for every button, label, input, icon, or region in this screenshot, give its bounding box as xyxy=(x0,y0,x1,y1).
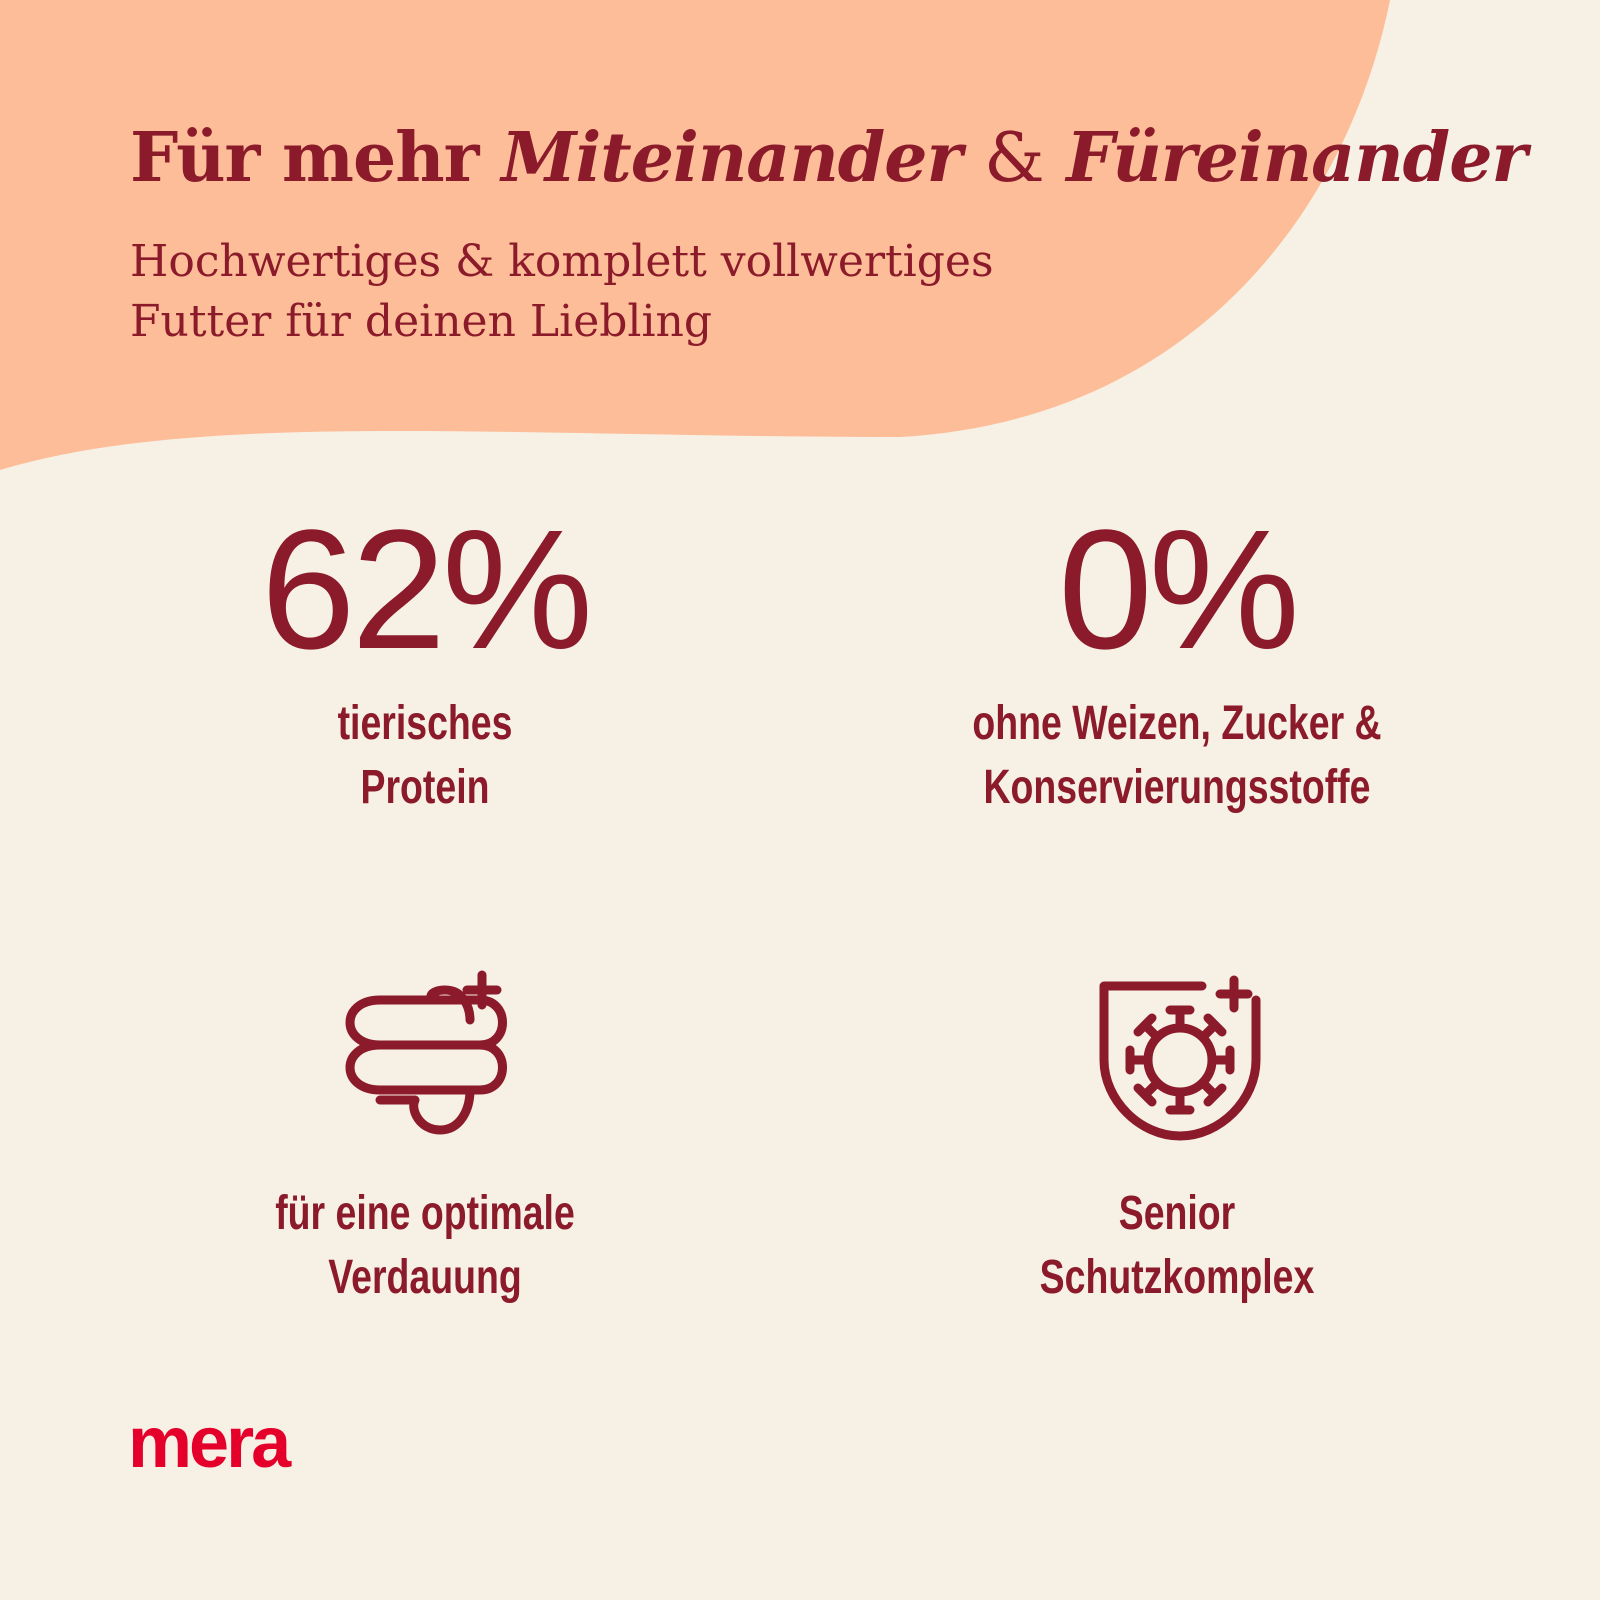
title-plain: Für mehr xyxy=(130,118,480,198)
feature-label: Protein xyxy=(360,761,490,814)
subtitle: Futter für deinen Liebling xyxy=(130,296,713,347)
title-emphasis: Miteinander xyxy=(501,118,962,198)
feature-label: Senior xyxy=(1118,1187,1236,1240)
feature-label: Verdauung xyxy=(328,1251,522,1304)
subtitle: Hochwertiges & komplett vollwertiges xyxy=(130,236,994,287)
feature-label: Konservierungsstoffe xyxy=(983,761,1371,814)
logo: mera xyxy=(128,1403,291,1483)
title-ampersand: & xyxy=(984,119,1045,198)
feature-label: Schutzkomplex xyxy=(1039,1251,1315,1304)
gut-icon xyxy=(345,970,507,1135)
peach-blob xyxy=(0,0,1390,470)
feature-label: ohne Weizen, Zucker & xyxy=(972,697,1382,750)
feature-label: tierisches xyxy=(337,697,513,750)
title-emphasis: Füreinander xyxy=(1066,118,1527,198)
stat: 62% xyxy=(260,495,593,685)
title: Für mehr Miteinander & Füreinander xyxy=(130,118,1527,198)
feature-label: für eine optimale xyxy=(275,1187,575,1240)
stat: 0% xyxy=(1058,495,1300,685)
shield-virus-icon xyxy=(1099,975,1261,1141)
